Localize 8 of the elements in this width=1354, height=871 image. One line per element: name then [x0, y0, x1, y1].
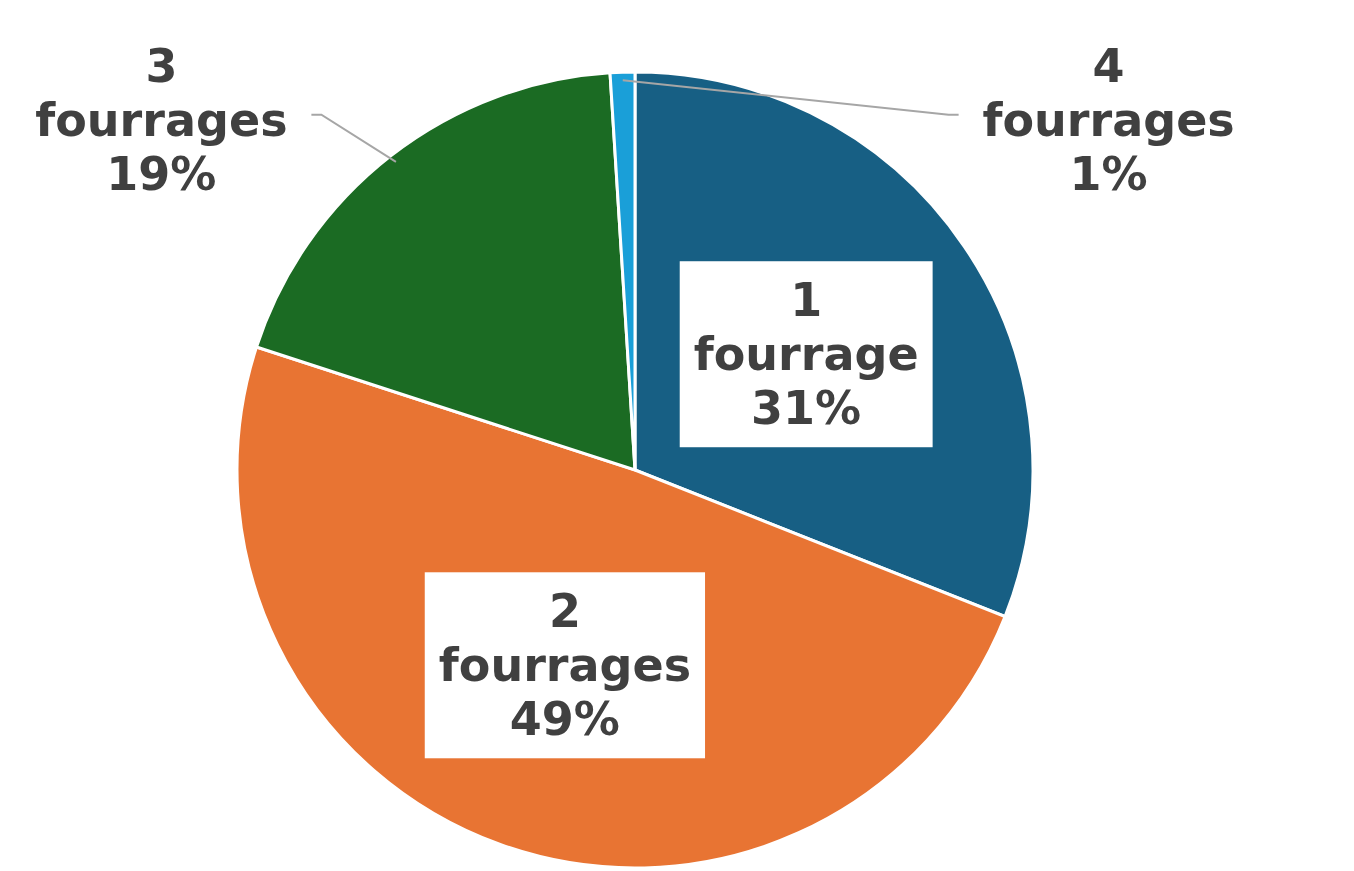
data-label: 19%: [106, 147, 217, 202]
data-label: 1%: [1069, 147, 1148, 202]
data-label: 31%: [751, 381, 862, 436]
data-label: 49%: [509, 692, 620, 747]
slice-label: 1 fourrage: [693, 273, 919, 382]
slice-label: 2 fourrages: [438, 584, 692, 693]
slice-label: 4 fourrages: [982, 39, 1235, 148]
slice-label: 3 fourrages: [35, 39, 288, 148]
